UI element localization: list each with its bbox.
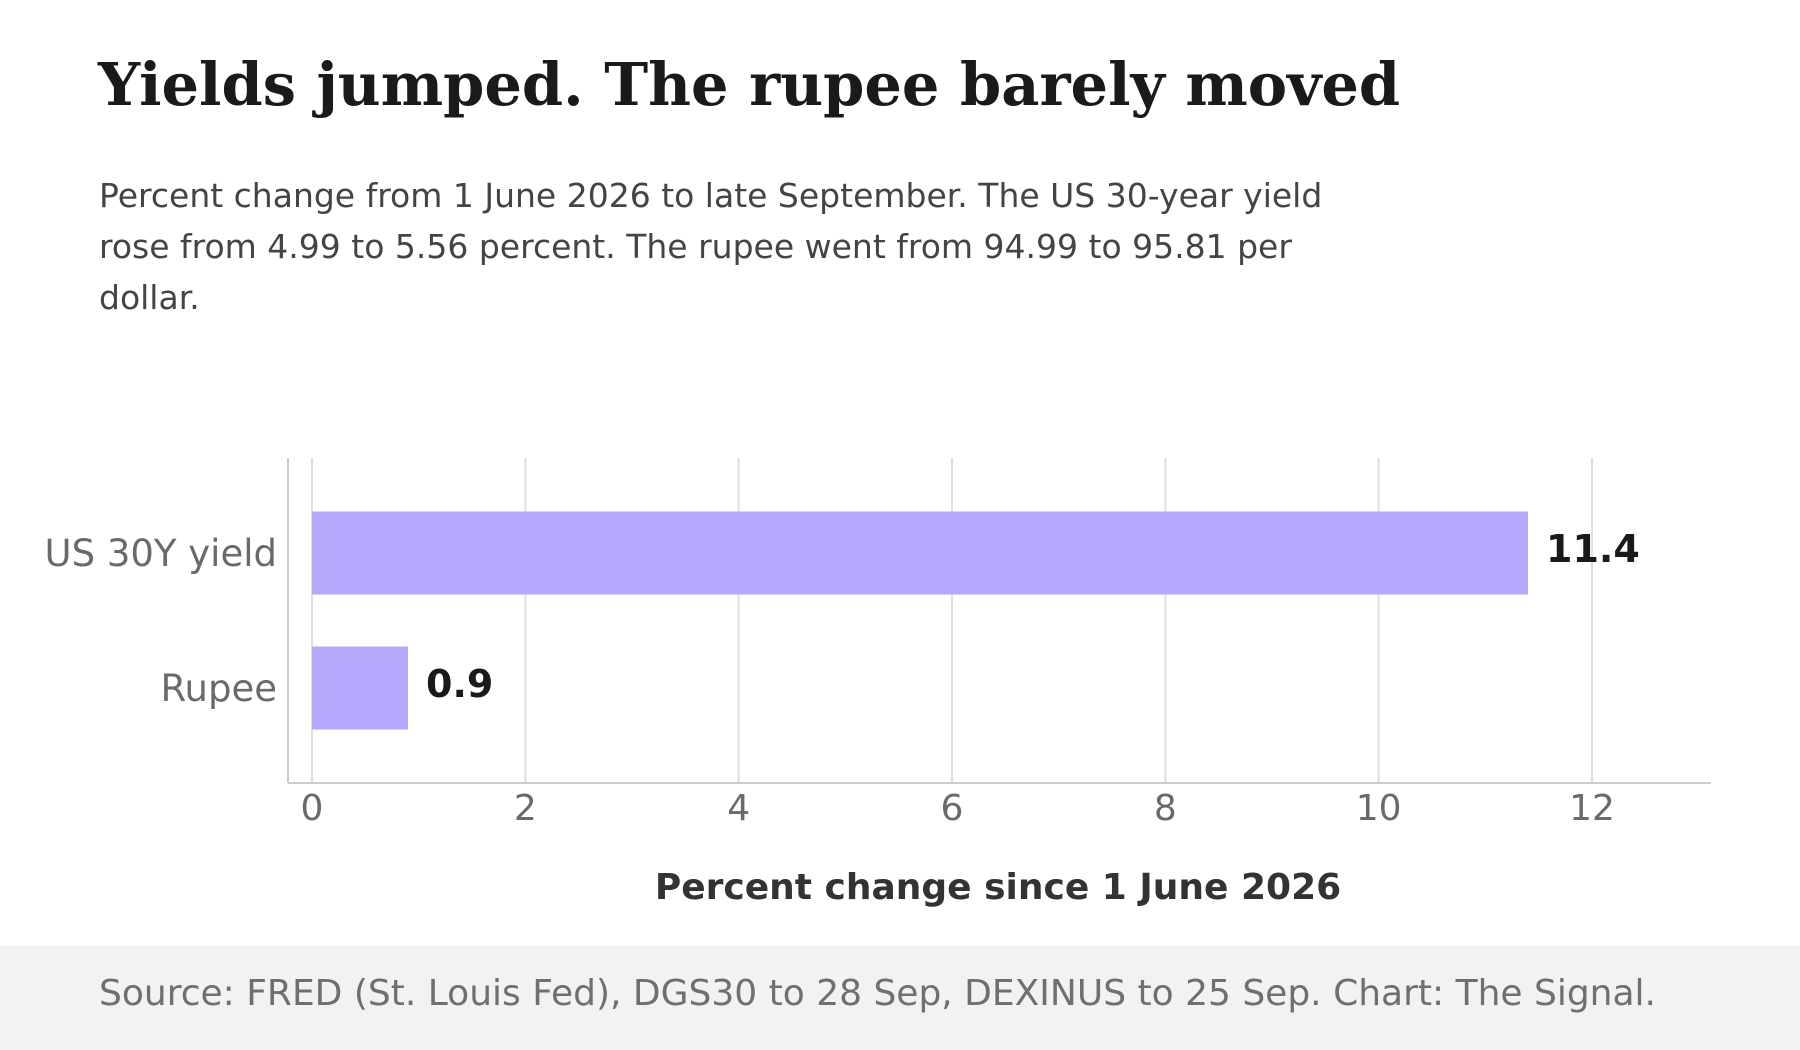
source-footer: Source: FRED (St. Louis Fed), DGS30 to 2…: [0, 946, 1800, 1050]
gridlines: [311, 458, 1593, 783]
x-tick-label: 6: [941, 788, 964, 829]
source-text: Source: FRED (St. Louis Fed), DGS30 to 2…: [99, 973, 1656, 1014]
category-label: US 30Y yield: [45, 532, 277, 575]
category-label: Rupee: [160, 667, 277, 710]
bars: [312, 511, 1528, 730]
x-axis-title: Percent change since 1 June 2026: [655, 867, 1341, 908]
x-tick-label: 0: [301, 788, 324, 829]
axes: [287, 458, 1711, 784]
x-tick-label: 10: [1356, 788, 1402, 829]
data-label: 0.9: [426, 662, 493, 706]
chart-subtitle: Percent change from 1 June 2026 to late …: [99, 176, 1323, 317]
x-tick-label: 4: [727, 788, 750, 829]
x-tick-label: 2: [514, 788, 537, 829]
x-tick-label: 8: [1154, 788, 1177, 829]
bar-us-30y-yield: [312, 511, 1528, 595]
data-label: 11.4: [1546, 527, 1640, 571]
chart-title: Yields jumped. The rupee barely moved: [98, 50, 1401, 119]
bar-rupee: [312, 646, 408, 730]
x-tick-label: 12: [1569, 788, 1615, 829]
labels: 0 2 4 6 8 10 12 US 30Y yield 11.4 Rupee 0.9: [45, 527, 1640, 829]
